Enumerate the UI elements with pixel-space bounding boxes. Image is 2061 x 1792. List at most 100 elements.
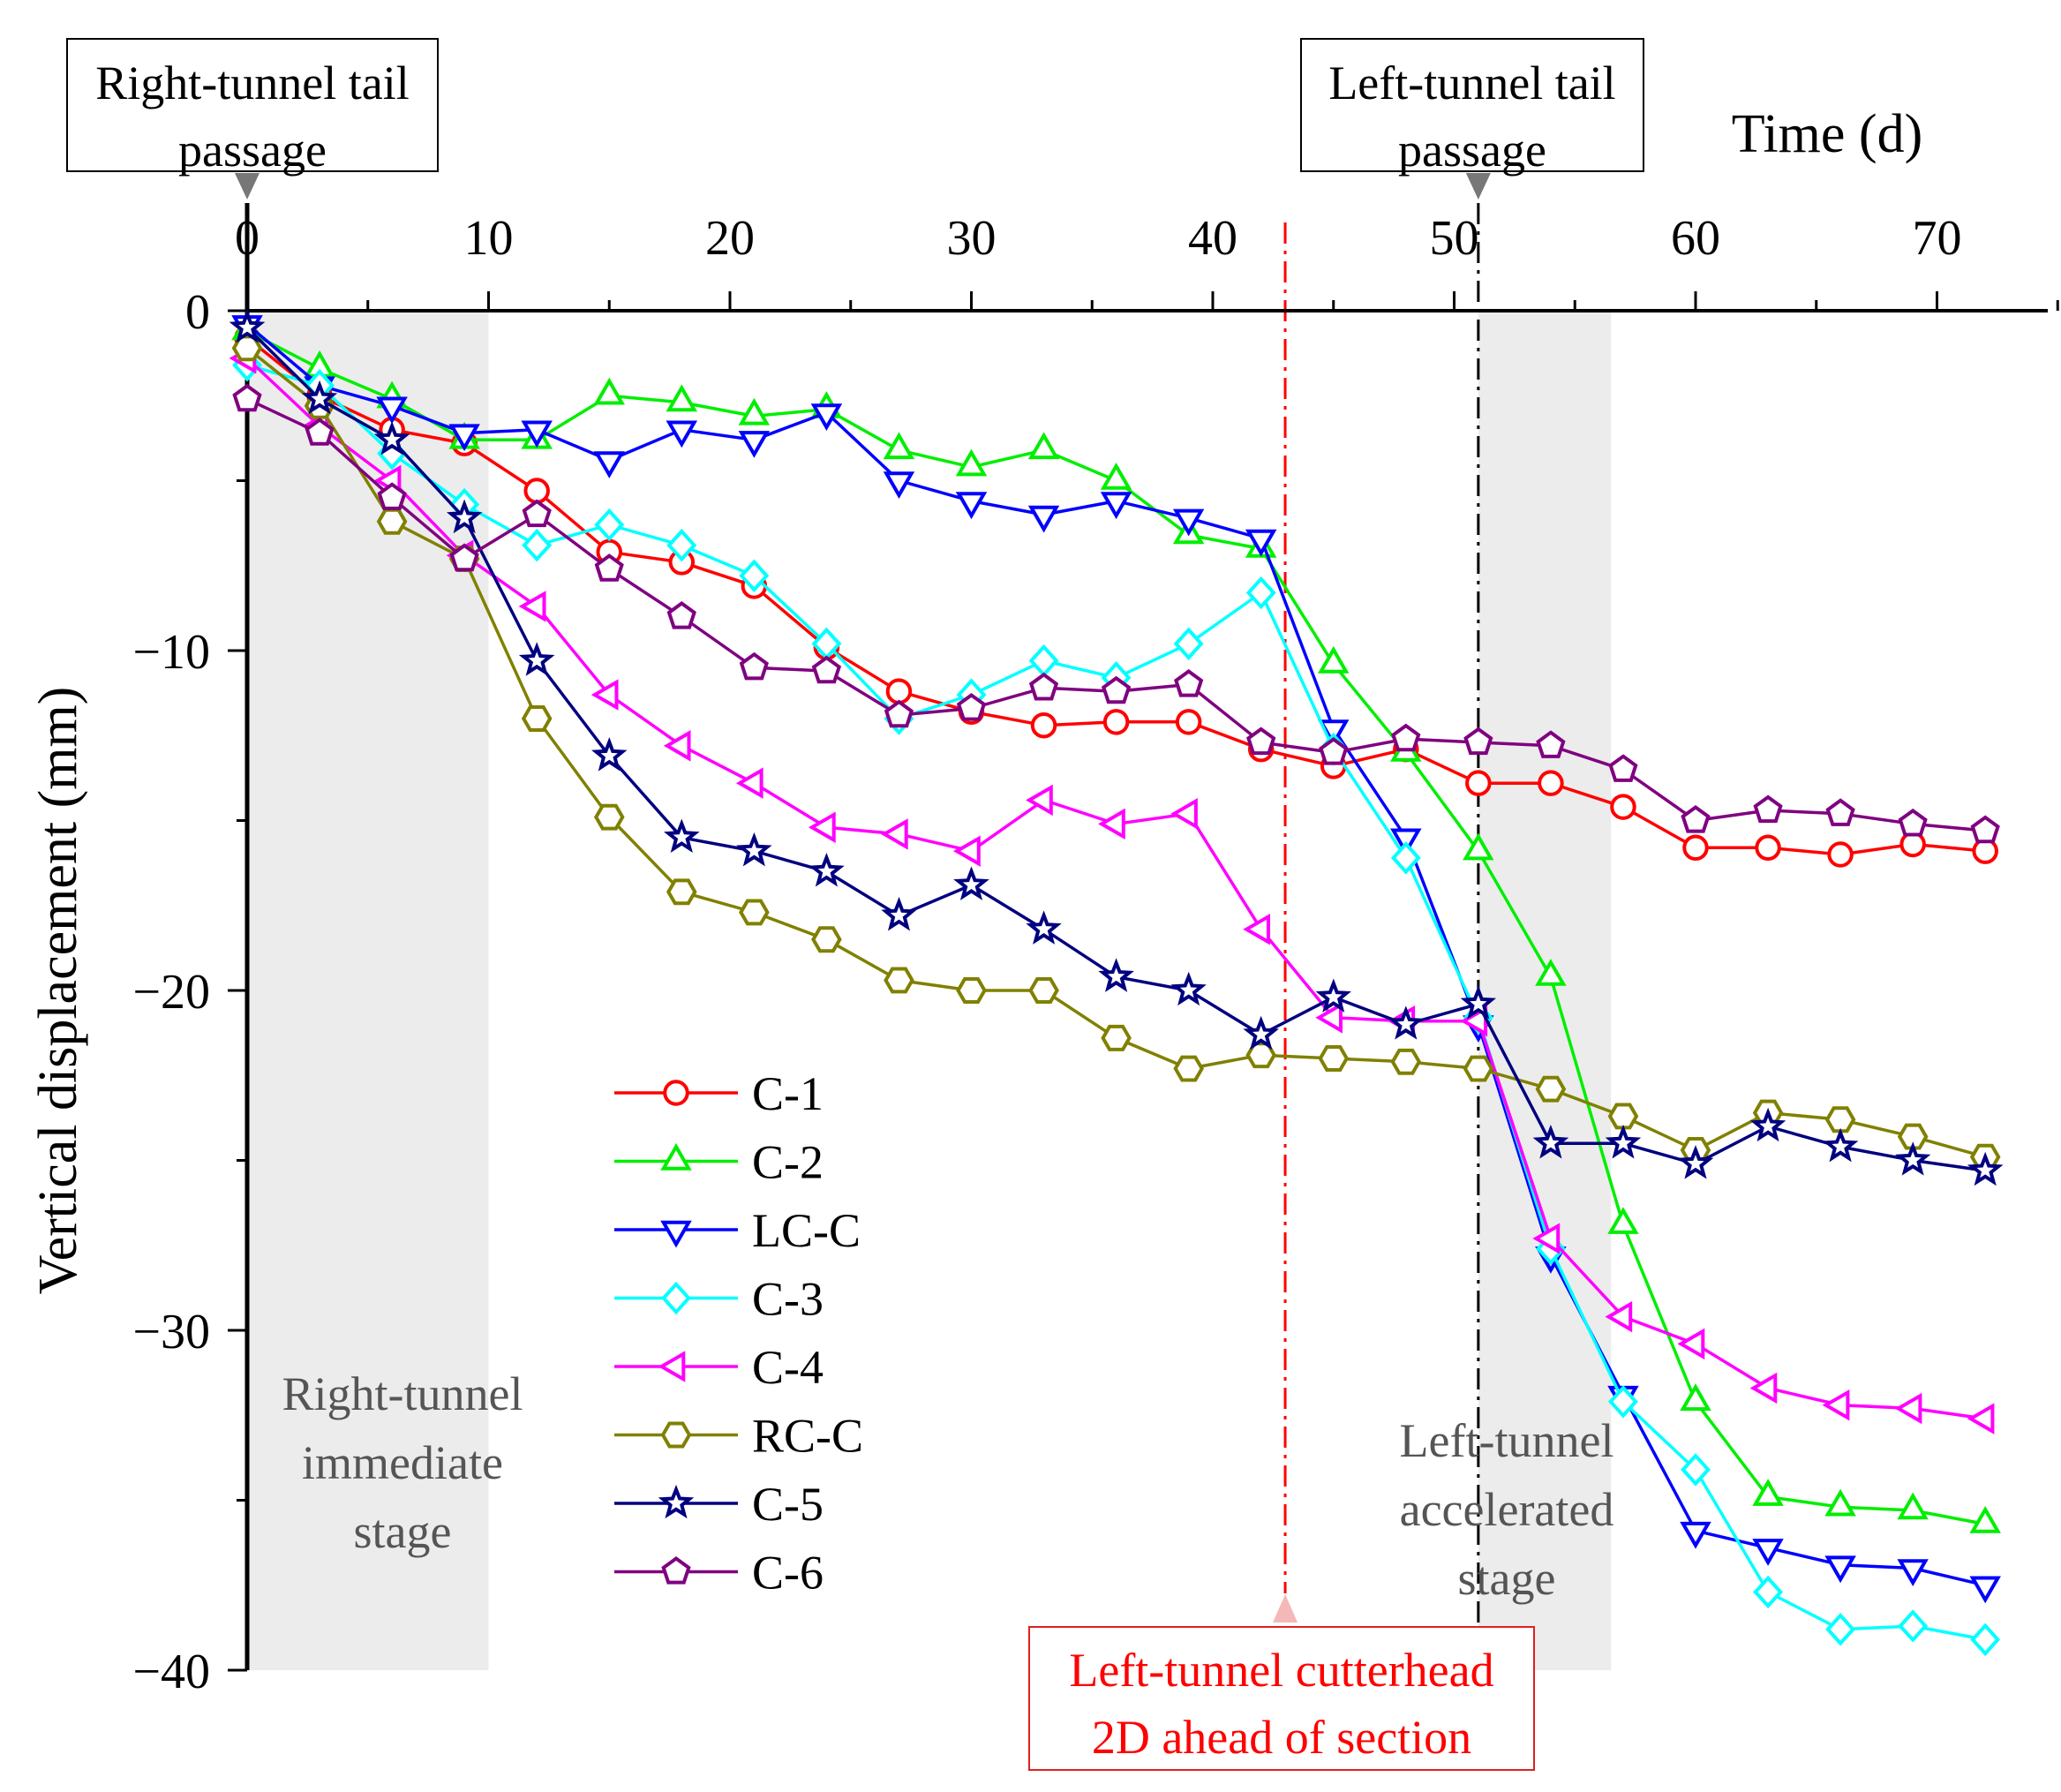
data-point-c-2 <box>1318 645 1350 674</box>
data-point-c-1 <box>1030 712 1057 739</box>
data-point-c-6 <box>1319 737 1349 765</box>
data-point-c-2 <box>1607 1207 1639 1234</box>
data-point-c-3 <box>1681 1453 1711 1487</box>
data-point-c-3 <box>666 528 697 562</box>
data-point-c-1 <box>1827 841 1854 868</box>
data-point-c-5 <box>518 642 555 676</box>
data-point-rc-c <box>1824 1106 1856 1133</box>
stage-label-line: immediate <box>302 1436 503 1489</box>
data-point-c-4 <box>1894 1392 1922 1425</box>
legend-label: C-3 <box>752 1273 824 1326</box>
legend-marker-icon <box>661 1281 692 1315</box>
data-point-c-1 <box>1175 709 1202 735</box>
stage-label: Left-tunnel accelerated stage <box>1400 1414 1614 1605</box>
data-point-c-4 <box>881 818 908 850</box>
y-tick-label: −10 <box>132 625 210 680</box>
annotations: Right-tunnel immediate stage Left-tunnel acc… <box>66 38 1644 1771</box>
data-point-c-1 <box>523 478 550 504</box>
data-point-c-2 <box>593 377 625 405</box>
plot-series <box>229 308 2004 1657</box>
x-tick-label: 70 <box>1913 211 1962 266</box>
stage-label-line: Left-tunnel <box>1400 1414 1614 1467</box>
data-point-c-6 <box>1101 675 1132 704</box>
data-point-c-5 <box>1894 1141 1931 1176</box>
legend-marker-icon <box>658 1484 695 1519</box>
cutterhead-annotation-text: Left-tunnel cutterhead <box>1069 1644 1493 1697</box>
series-c-5 <box>229 308 2004 1186</box>
data-point-c-3 <box>1245 576 1276 610</box>
data-point-lc-c <box>376 396 408 425</box>
legend-item-c-5: C-5 <box>614 1478 824 1531</box>
legend-item-c-6: C-6 <box>614 1547 824 1600</box>
stage-label: Right-tunnel immediate stage <box>282 1367 523 1558</box>
data-point-c-6 <box>884 699 914 728</box>
stage-label-line: accelerated <box>1400 1483 1614 1536</box>
legend-item-c-2: C-2 <box>614 1136 824 1189</box>
stage-label-line: stage <box>354 1505 452 1558</box>
legend-marker-icon <box>658 1351 686 1382</box>
left-tunnel-tail-annotation: Left-tunnel tail passage <box>1300 38 1644 177</box>
data-point-c-3 <box>1607 1385 1638 1419</box>
data-point-lc-c <box>1752 1539 1784 1566</box>
data-point-c-5 <box>1749 1107 1786 1142</box>
data-point-c-5 <box>1170 971 1207 1006</box>
legend-label: RC-C <box>752 1410 863 1463</box>
data-point-c-5 <box>1388 1005 1425 1040</box>
data-point-lc-c <box>1897 1559 1929 1587</box>
data-point-c-4 <box>735 767 763 799</box>
data-point-c-6 <box>377 482 407 510</box>
data-point-c-5 <box>1822 1127 1859 1163</box>
legend-marker-icon <box>660 1421 692 1449</box>
data-point-c-3 <box>1898 1609 1929 1643</box>
data-point-c-4 <box>1822 1389 1850 1421</box>
data-point-c-4 <box>1315 1002 1343 1034</box>
legend-item-c-4: C-4 <box>614 1341 824 1394</box>
data-point-c-6 <box>1536 730 1566 758</box>
data-point-lc-c <box>1390 828 1422 856</box>
legend-marker-icon <box>663 1080 689 1106</box>
data-point-c-2 <box>1680 1383 1711 1412</box>
data-point-rc-c <box>593 803 625 831</box>
data-point-c-6 <box>232 383 262 412</box>
data-point-c-4 <box>1243 913 1270 945</box>
data-point-c-6 <box>594 553 624 582</box>
data-point-rc-c <box>1463 1055 1494 1082</box>
data-point-c-5 <box>736 832 772 867</box>
legend-label: C-5 <box>752 1478 824 1531</box>
data-point-c-5 <box>301 380 338 415</box>
data-point-c-3 <box>594 508 625 542</box>
x-tick-label: 60 <box>1671 211 1720 266</box>
data-point-c-2 <box>955 448 988 477</box>
data-point-c-5 <box>809 852 845 887</box>
x-tick-label: 20 <box>705 211 755 266</box>
y-tick-label: −30 <box>132 1305 210 1359</box>
data-point-c-5 <box>1460 985 1497 1020</box>
data-point-rc-c <box>376 508 408 535</box>
data-point-rc-c <box>666 878 697 906</box>
data-point-rc-c <box>1101 1024 1132 1051</box>
data-point-c-4 <box>1098 808 1125 840</box>
data-point-c-6 <box>522 499 552 528</box>
data-point-lc-c <box>521 420 553 448</box>
data-point-c-5 <box>1315 978 1351 1013</box>
data-point-rc-c <box>811 926 842 953</box>
left-tunnel-tail-annotation-text: Left-tunnel tail <box>1328 56 1615 109</box>
x-tick-label: 0 <box>235 211 260 266</box>
x-tick-label: 30 <box>947 211 997 266</box>
data-point-c-6 <box>811 655 842 684</box>
data-point-lc-c <box>810 403 843 431</box>
data-point-rc-c <box>1390 1048 1422 1075</box>
data-point-c-4 <box>808 811 836 843</box>
data-point-c-3 <box>1825 1613 1856 1646</box>
data-point-c-4 <box>1532 1223 1561 1254</box>
data-point-c-2 <box>883 432 915 460</box>
data-point-lc-c <box>1969 1576 2001 1604</box>
legend: C-1 C-2 LC-C C-3 C-4 RC-C C-5 C-6 <box>614 1067 863 1600</box>
legend-item-c-3: C-3 <box>614 1273 824 1326</box>
data-point-c-1 <box>1899 831 1926 858</box>
data-point-c-6 <box>956 693 987 721</box>
data-point-rc-c <box>739 899 770 926</box>
data-point-c-2 <box>1897 1492 1929 1520</box>
cutterhead-annotation: Left-tunnel cutterhead 2D ahead of sectio… <box>1028 1626 1535 1771</box>
